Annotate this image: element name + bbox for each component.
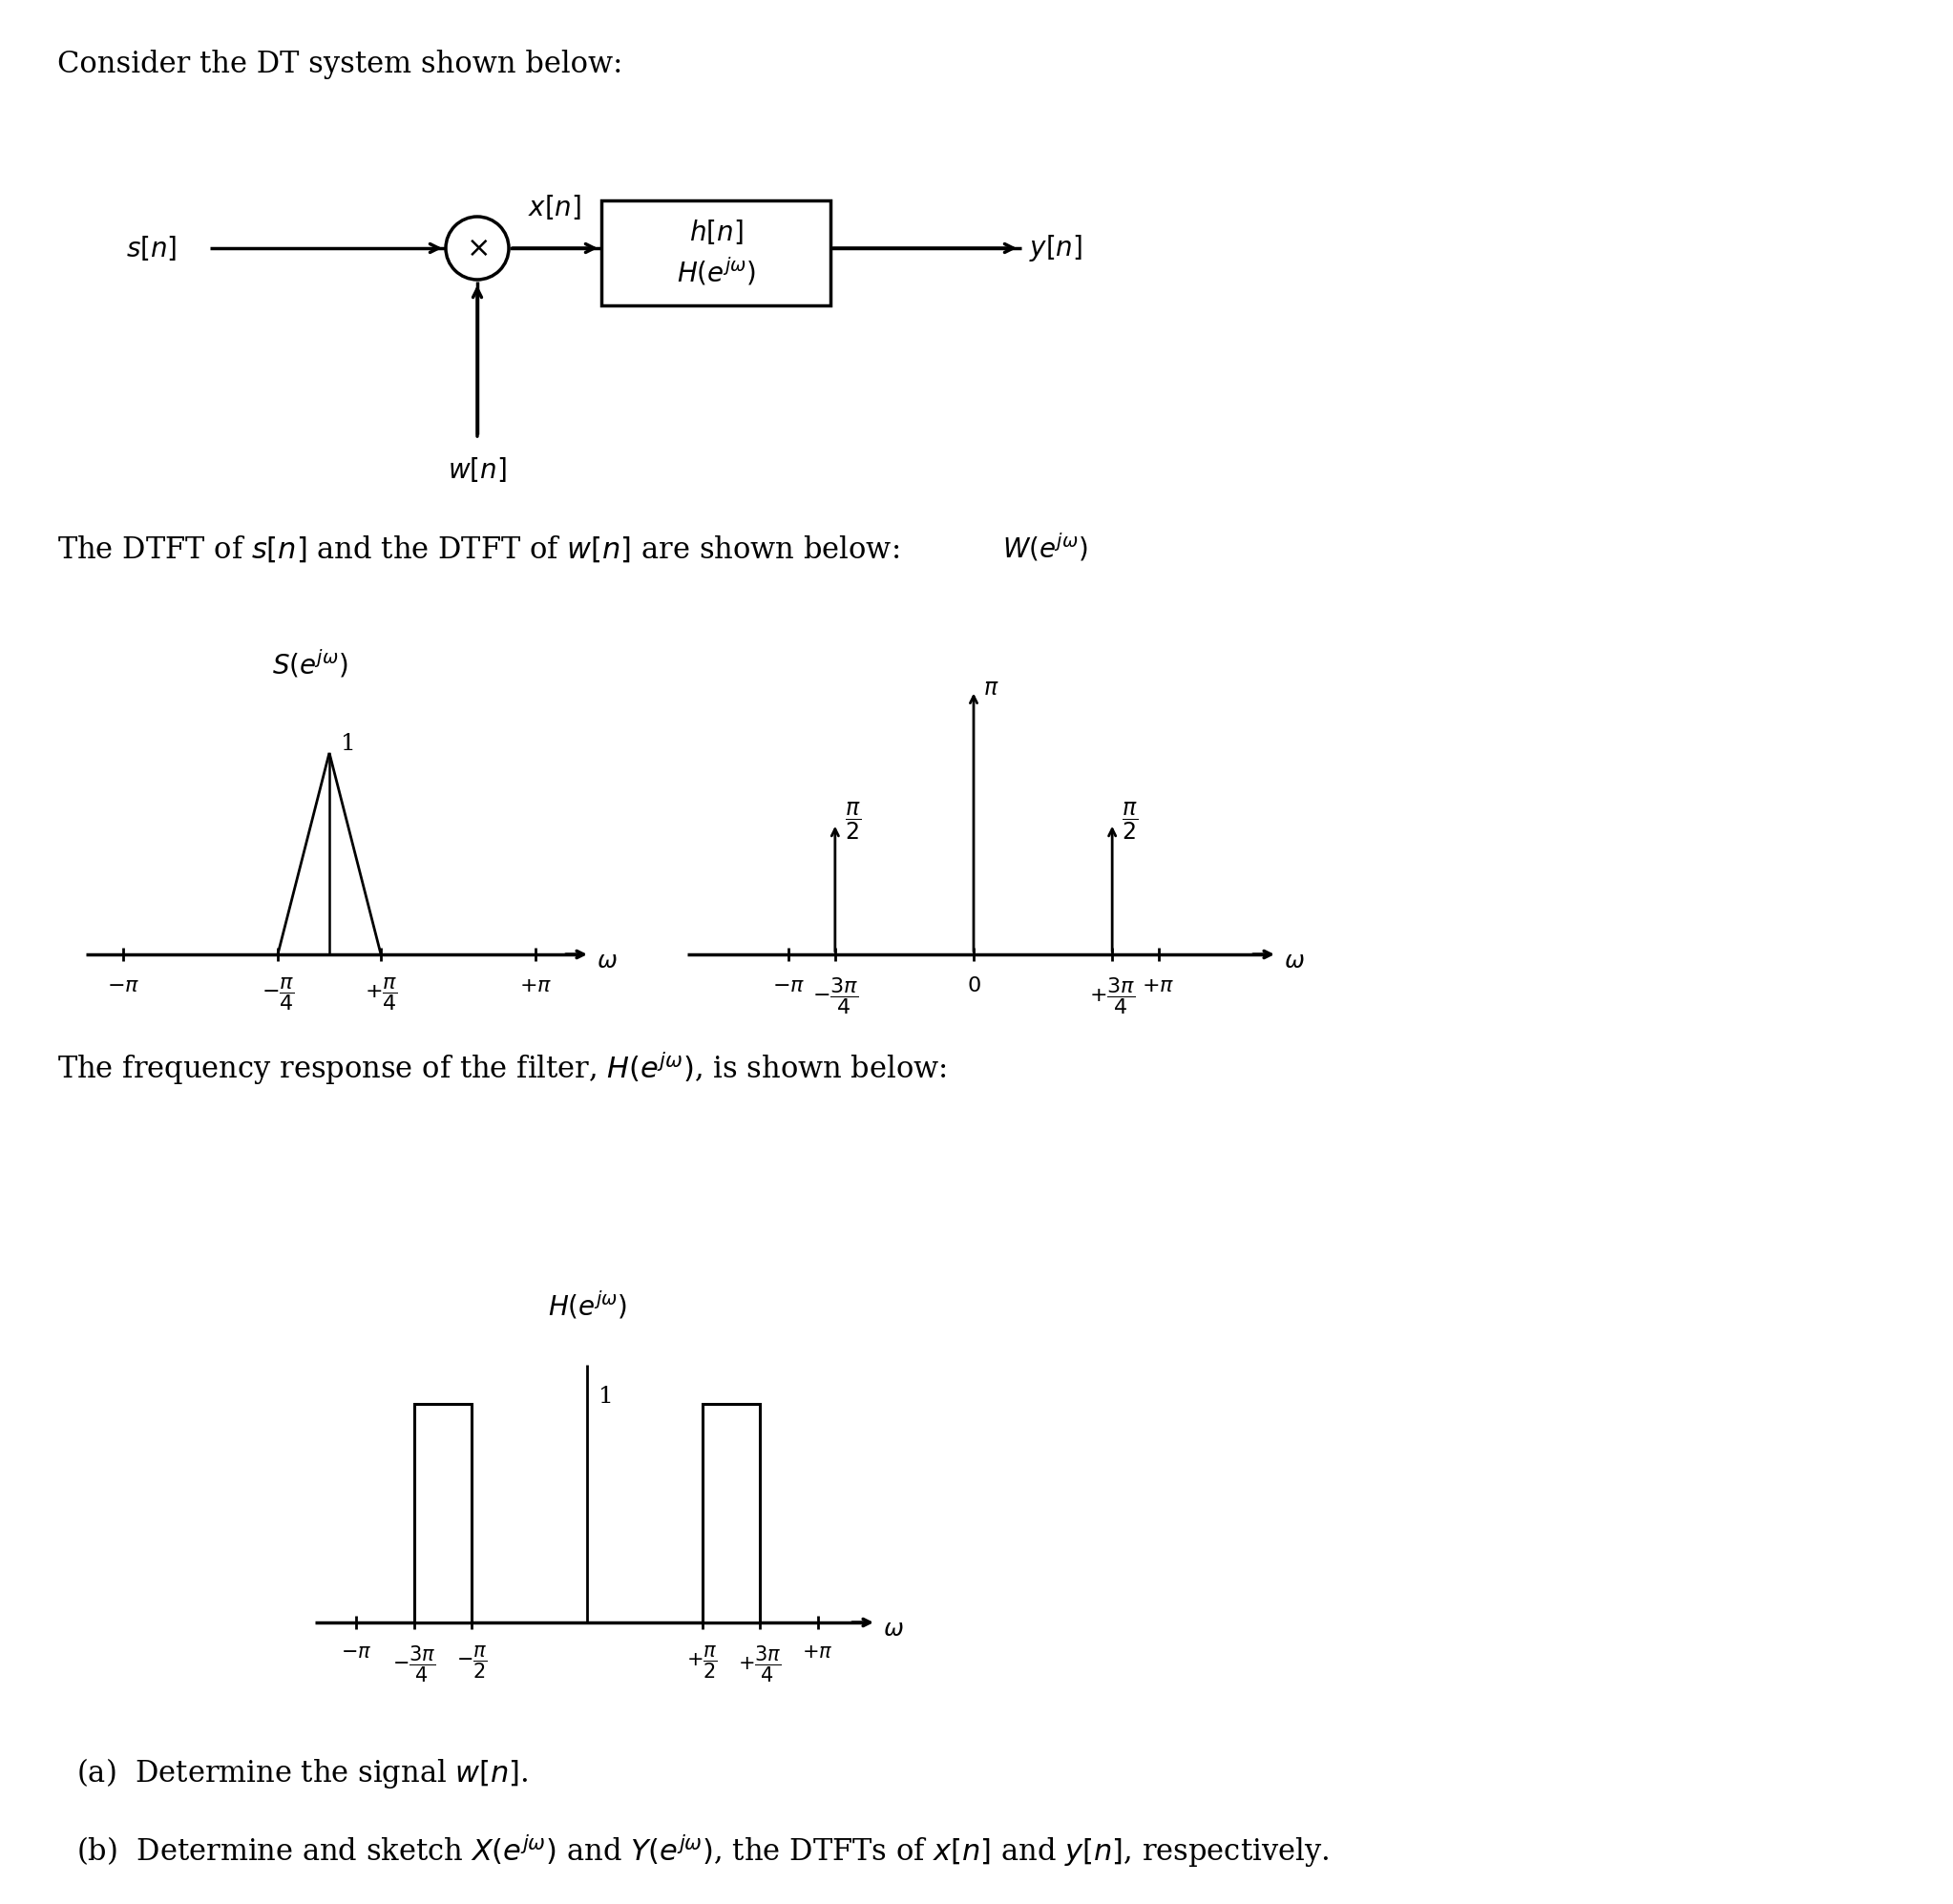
Text: $\dfrac{\pi}{2}$: $\dfrac{\pi}{2}$ [844,802,861,842]
Text: $+\dfrac{3\pi}{4}$: $+\dfrac{3\pi}{4}$ [738,1643,781,1683]
Text: The DTFT of $s[n]$ and the DTFT of $w[n]$ are shown below:: The DTFT of $s[n]$ and the DTFT of $w[n]… [57,535,898,565]
Text: (a)  Determine the signal $w[n]$.: (a) Determine the signal $w[n]$. [76,1755,529,1790]
Text: $w[n]$: $w[n]$ [447,455,506,484]
Bar [703,1403,760,1622]
Text: $-\pi$: $-\pi$ [773,975,805,996]
Text: $H(e^{j\omega})$: $H(e^{j\omega})$ [676,255,756,288]
Bar [602,200,830,305]
Text: $\omega$: $\omega$ [1283,950,1305,973]
Text: $-\dfrac{\pi}{2}$: $-\dfrac{\pi}{2}$ [457,1643,488,1679]
Text: $+\dfrac{3\pi}{4}$: $+\dfrac{3\pi}{4}$ [1090,975,1135,1017]
Text: $\omega$: $\omega$ [596,950,617,973]
Text: $-\dfrac{3\pi}{4}$: $-\dfrac{3\pi}{4}$ [812,975,857,1017]
Text: $\dfrac{\pi}{2}$: $\dfrac{\pi}{2}$ [1121,802,1139,842]
Text: $+\dfrac{\pi}{4}$: $+\dfrac{\pi}{4}$ [365,975,398,1013]
Text: $0$: $0$ [967,975,980,996]
Text: $+\dfrac{\pi}{2}$: $+\dfrac{\pi}{2}$ [687,1643,719,1679]
Text: $+\pi$: $+\pi$ [803,1643,834,1662]
Text: $S(e^{j\omega})$: $S(e^{j\omega})$ [271,647,348,680]
Text: 1: 1 [598,1386,613,1407]
Text: $+\pi$: $+\pi$ [1143,975,1176,996]
Text: Consider the DT system shown below:: Consider the DT system shown below: [57,50,623,80]
Text: $H(e^{j\omega})$: $H(e^{j\omega})$ [547,1289,627,1321]
Text: $\times$: $\times$ [467,234,488,263]
Text: 1: 1 [340,733,355,754]
Text: $\omega$: $\omega$ [883,1618,904,1641]
Text: $x[n]$: $x[n]$ [529,192,582,221]
Text: (b)  Determine and sketch $X(e^{j\omega})$ and $Y(e^{j\omega})$, the DTFTs of $x: (b) Determine and sketch $X(e^{j\omega})… [76,1832,1328,1870]
Text: $\pi$: $\pi$ [982,678,1000,699]
Text: $h[n]$: $h[n]$ [689,217,742,246]
Text: The frequency response of the filter, $H(e^{j\omega})$, is shown below:: The frequency response of the filter, $H… [57,1049,947,1087]
Text: $+\pi$: $+\pi$ [519,975,553,996]
Text: $-\dfrac{\pi}{4}$: $-\dfrac{\pi}{4}$ [262,975,295,1013]
Bar [414,1403,473,1622]
Text: $s[n]$: $s[n]$ [125,234,176,263]
Text: $-\dfrac{3\pi}{4}$: $-\dfrac{3\pi}{4}$ [393,1643,436,1683]
Text: $W(e^{j\omega})$: $W(e^{j\omega})$ [1002,531,1088,564]
Text: $-\pi$: $-\pi$ [107,975,139,996]
Text: $y[n]$: $y[n]$ [1029,232,1082,263]
Text: $-\pi$: $-\pi$ [342,1643,371,1662]
